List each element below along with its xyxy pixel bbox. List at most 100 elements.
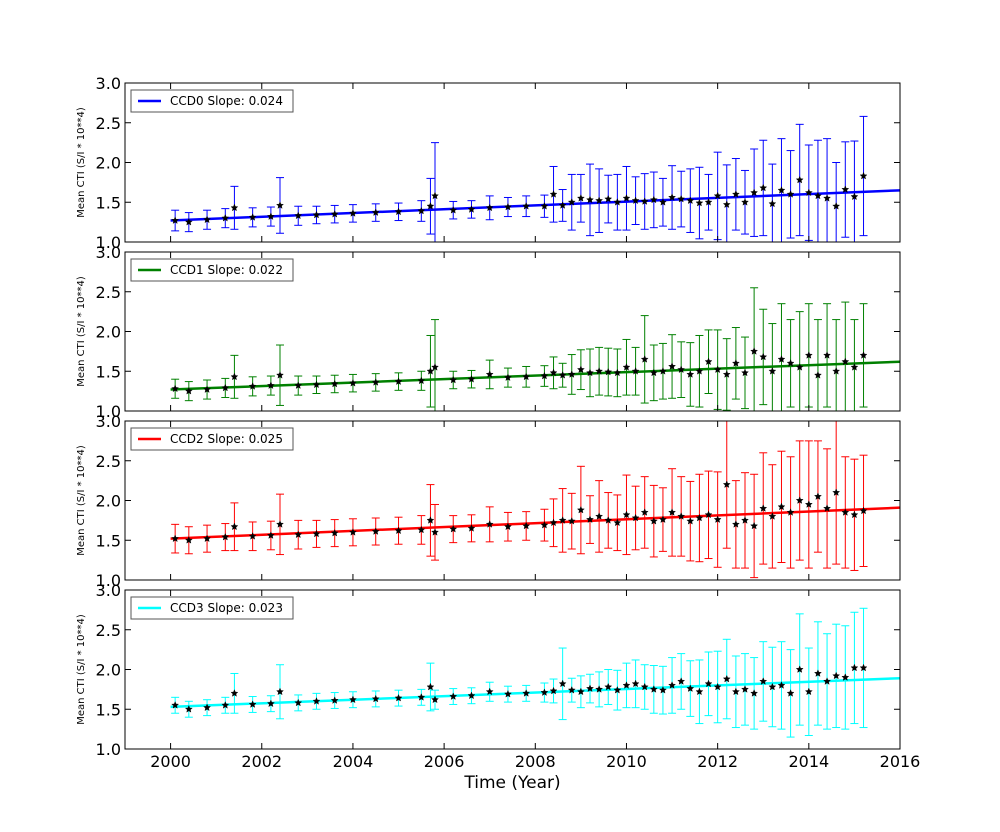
data-point xyxy=(449,375,458,384)
data-point xyxy=(686,517,695,525)
data-point xyxy=(330,528,339,537)
data-point xyxy=(276,201,284,209)
y-tick-label: 2.5 xyxy=(96,621,121,640)
x-tick-label: 2014 xyxy=(788,752,829,771)
data-point xyxy=(731,520,740,528)
data-point xyxy=(841,673,850,681)
data-point xyxy=(750,347,759,355)
data-point xyxy=(786,508,795,516)
data-point xyxy=(504,202,512,211)
data-point xyxy=(659,686,667,694)
data-point xyxy=(294,530,303,539)
y-tick-label: 1.5 xyxy=(96,193,121,212)
data-point xyxy=(768,682,777,691)
y-axis-label: Mean CTI (S/I * 10**4) xyxy=(76,276,87,387)
data-point xyxy=(604,367,613,376)
data-point xyxy=(686,370,695,378)
data-point xyxy=(859,351,868,359)
legend: CCD0 Slope: 0.024 xyxy=(130,89,294,113)
data-point xyxy=(312,210,321,219)
data-point xyxy=(221,383,230,392)
y-tick-label: 2.0 xyxy=(96,323,121,342)
x-tick-label: 2002 xyxy=(241,752,282,771)
data-point xyxy=(649,195,658,204)
data-point xyxy=(622,194,631,202)
data-point xyxy=(576,194,585,202)
data-point xyxy=(276,687,284,696)
data-point xyxy=(722,674,731,683)
data-point xyxy=(248,532,257,540)
plot-data-area xyxy=(170,421,900,579)
y-axis-label: Mean CTI (S/I * 10**4) xyxy=(76,107,87,218)
data-point xyxy=(668,681,676,689)
data-point xyxy=(184,705,193,713)
data-point xyxy=(677,677,686,685)
y-tick-label: 1.0 xyxy=(96,571,121,590)
data-point xyxy=(859,171,868,180)
data-point xyxy=(850,192,859,201)
y-tick-label: 3.0 xyxy=(96,412,121,431)
y-tick-label: 1.5 xyxy=(96,700,121,719)
data-point xyxy=(777,186,786,194)
data-point xyxy=(312,529,321,538)
data-point xyxy=(677,365,686,373)
data-point xyxy=(759,504,768,512)
y-tick-label: 3.0 xyxy=(96,581,121,600)
data-point xyxy=(777,681,786,689)
data-point xyxy=(631,513,640,522)
data-point xyxy=(750,689,759,697)
data-point xyxy=(266,531,275,539)
panel-ccd3: 1.0 1.5 2.0 2.5 3.0 2000 2002 2004 2006 2008 2010 2… xyxy=(76,581,920,793)
data-point xyxy=(558,516,567,524)
data-point xyxy=(449,692,458,700)
data-point xyxy=(713,191,722,200)
data-point xyxy=(659,198,667,206)
legend: CCD1 Slope: 0.022 xyxy=(130,258,294,282)
data-point xyxy=(604,516,613,524)
data-point xyxy=(522,202,531,210)
data-point xyxy=(786,359,795,367)
data-point xyxy=(576,505,585,514)
data-point xyxy=(677,194,686,203)
fit-line xyxy=(170,189,900,222)
data-point xyxy=(631,196,640,204)
data-point xyxy=(759,183,768,192)
data-point xyxy=(695,367,704,375)
data-point xyxy=(695,198,704,207)
data-point xyxy=(722,200,731,208)
data-point xyxy=(467,524,476,532)
legend-label: CCD0 Slope: 0.024 xyxy=(170,94,283,108)
y-tick-label: 1.5 xyxy=(96,531,121,550)
data-point xyxy=(686,196,695,204)
data-point xyxy=(841,185,850,193)
data-point xyxy=(586,684,594,692)
data-point xyxy=(722,480,731,488)
data-point xyxy=(586,515,594,523)
data-point xyxy=(294,381,303,389)
data-point xyxy=(823,351,831,359)
data-point xyxy=(349,209,357,217)
data-point xyxy=(371,694,380,703)
data-point xyxy=(576,687,585,696)
y-tick-label: 1.0 xyxy=(96,233,121,252)
data-point xyxy=(371,527,380,535)
data-point xyxy=(713,515,722,523)
data-point xyxy=(768,367,777,375)
data-point xyxy=(759,352,768,361)
data-point xyxy=(467,691,476,700)
data-point xyxy=(394,693,403,702)
data-point xyxy=(741,368,749,377)
data-point xyxy=(394,526,403,535)
data-point xyxy=(850,510,859,519)
data-point xyxy=(294,211,303,220)
data-point xyxy=(467,375,476,383)
data-point xyxy=(823,677,831,685)
data-point xyxy=(394,377,403,385)
data-point xyxy=(485,687,494,696)
data-point xyxy=(841,508,850,516)
y-tick-label: 1.0 xyxy=(96,402,121,421)
data-point xyxy=(613,198,622,206)
data-point xyxy=(266,381,275,389)
data-point xyxy=(640,682,649,691)
legend-label: CCD3 Slope: 0.023 xyxy=(170,601,283,615)
